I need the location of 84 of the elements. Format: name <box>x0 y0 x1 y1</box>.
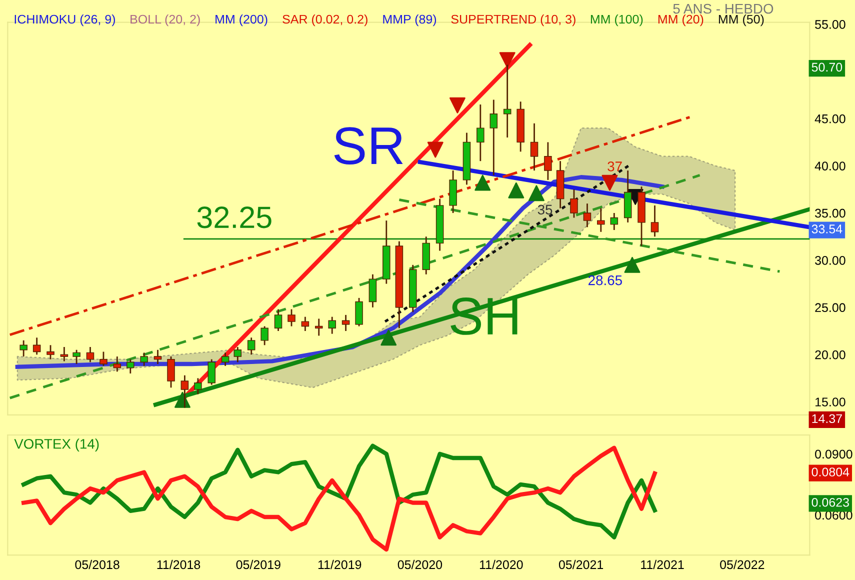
candlestick <box>234 346 242 363</box>
point <box>474 174 491 191</box>
candlestick <box>355 297 363 327</box>
candlestick <box>20 340 28 358</box>
annotation: MM (200) <box>216 14 268 26</box>
x-tick-label: 11/2019 <box>318 560 362 570</box>
annotation: SR <box>334 127 403 165</box>
candlestick <box>46 344 54 360</box>
candlestick <box>180 374 189 408</box>
x-tick-label: 11/2020 <box>480 560 523 570</box>
point <box>508 182 524 198</box>
y-tick-label: 55.00 <box>815 20 846 29</box>
annotation: ICHIMOKU (26, 9) <box>14 14 116 26</box>
candlestick <box>368 274 377 308</box>
chart-title: VORTEX (14) <box>14 438 99 452</box>
chart-subtitle: 5 ANS - HEBDO <box>673 4 774 14</box>
x-tick-label: 05/2020 <box>398 560 442 570</box>
candlestick <box>32 336 41 356</box>
x-tick-label: 05/2022 <box>720 560 764 570</box>
annotation: MMP (89) <box>383 14 436 26</box>
ref-line-label: 32.25 <box>197 206 272 228</box>
candlestick <box>490 99 498 176</box>
annotation: SAR (0.02, 0.2) <box>282 14 368 26</box>
candlestick <box>597 208 605 233</box>
text: 0.0804 <box>812 468 850 476</box>
candlestick <box>154 349 162 365</box>
x-tick-label: 05/2019 <box>236 560 280 570</box>
candlestick <box>328 316 336 335</box>
point <box>499 52 516 68</box>
annotation: MM (50) <box>718 14 764 26</box>
y-tick-label: 20.00 <box>815 350 846 360</box>
y-tick-label: 45.00 <box>814 114 846 124</box>
point <box>528 185 544 202</box>
x-tick-label: 11/2021 <box>641 560 684 570</box>
candlestick <box>530 122 538 172</box>
annotation: 28.65 <box>588 275 622 286</box>
y-tick-label: 35.00 <box>815 208 846 218</box>
candlestick <box>314 318 323 336</box>
candlestick <box>260 326 268 346</box>
candlestick <box>60 346 68 362</box>
candlestick <box>288 308 296 327</box>
candlestick <box>140 352 148 367</box>
candlestick <box>503 64 512 138</box>
candlestick <box>610 212 618 231</box>
candlestick <box>544 142 552 181</box>
y-tick-label: 25.00 <box>815 303 846 312</box>
candlestick <box>650 204 659 238</box>
annotation: 37 <box>608 162 622 172</box>
point <box>380 330 397 346</box>
x-tick-label: 11/2018 <box>157 560 200 570</box>
candlestick <box>100 351 108 367</box>
annotation: MM (20) <box>658 14 704 26</box>
text: 33.54 <box>812 224 842 234</box>
y-tick-label: 30.00 <box>815 256 846 265</box>
candlestick <box>194 377 202 395</box>
candlestick <box>583 202 592 228</box>
y-tick-label: 40.00 <box>814 162 846 170</box>
annotation: BOLL (20, 2) <box>130 14 200 26</box>
text: 0.0623 <box>812 498 849 507</box>
candlestick <box>126 358 134 374</box>
annotation: 35 <box>538 204 552 215</box>
x-tick-label: 05/2021 <box>558 560 604 570</box>
candlestick <box>208 358 216 386</box>
point <box>602 174 618 191</box>
point <box>449 97 466 114</box>
point <box>624 256 640 273</box>
candlestick <box>72 349 80 365</box>
candlestick <box>274 308 282 332</box>
y-tick-label: 0.0900 <box>815 450 852 459</box>
text: 14.37 <box>812 414 842 424</box>
candlestick <box>167 356 175 388</box>
x-tick-label: 05/2018 <box>75 560 120 570</box>
candlestick <box>476 104 484 162</box>
point <box>427 142 444 158</box>
candlestick <box>247 336 256 356</box>
candlestick <box>86 346 94 363</box>
annotation: SUPERTREND (10, 3) <box>451 14 576 26</box>
candlestick <box>113 356 122 372</box>
candlestick <box>221 352 230 367</box>
candlestick <box>301 316 310 332</box>
annotation: MM (100) <box>590 14 643 26</box>
text: 50.70 <box>812 62 842 72</box>
candlestick <box>570 188 578 218</box>
y-tick-label: 15.00 <box>816 398 846 406</box>
